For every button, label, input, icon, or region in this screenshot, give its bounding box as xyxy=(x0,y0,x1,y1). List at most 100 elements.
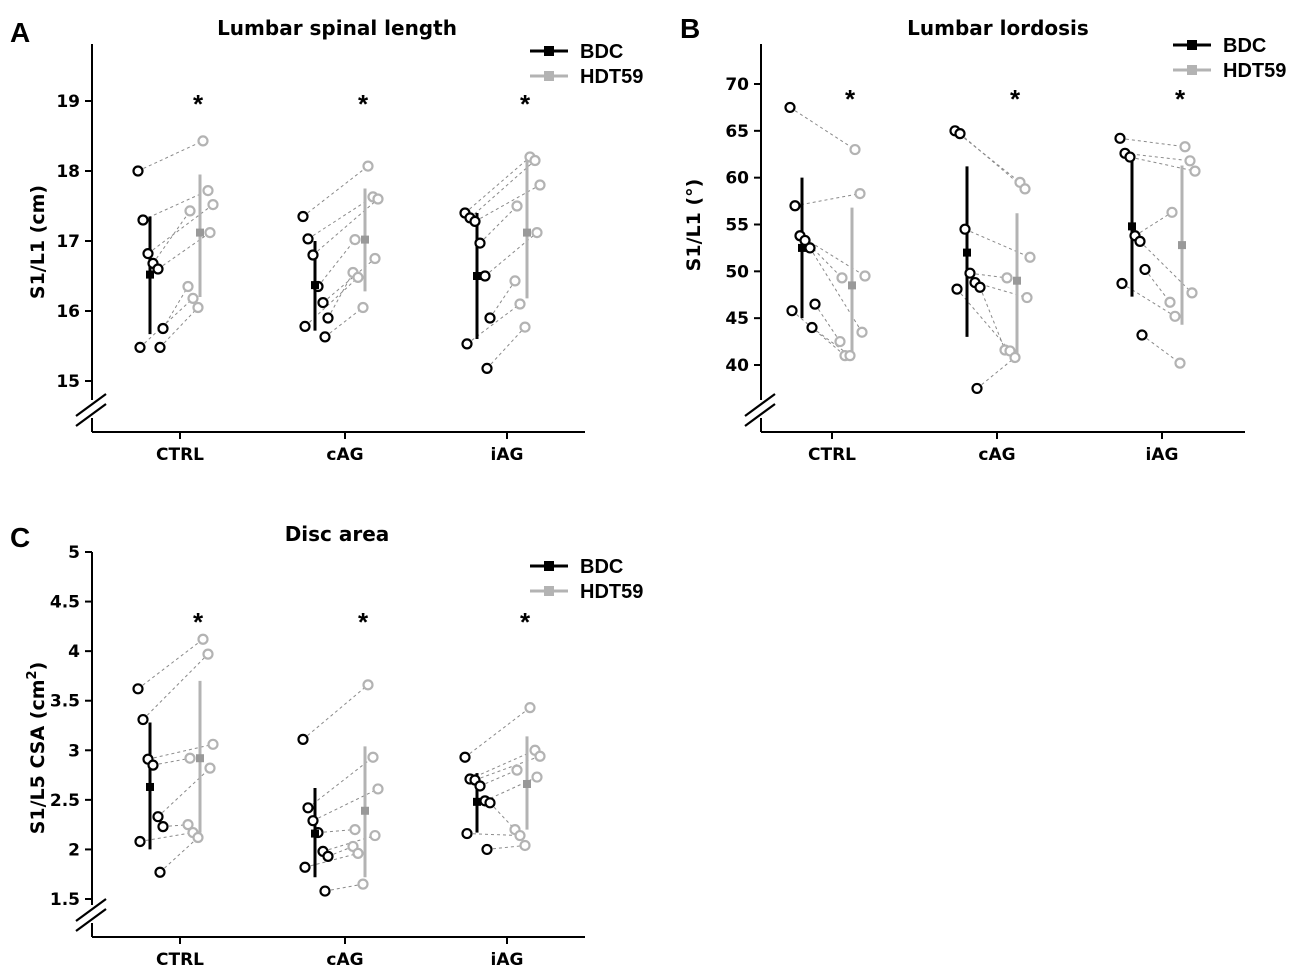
axis-break xyxy=(744,393,776,427)
bdc-point xyxy=(964,267,976,279)
significance-star: * xyxy=(520,89,531,119)
hdt-point xyxy=(184,205,196,217)
y-axis-label-text: S1/L1 (°) xyxy=(683,179,705,272)
pair-line xyxy=(469,749,536,780)
bdc-point xyxy=(147,759,159,771)
hdt-mean-marker xyxy=(1013,276,1021,285)
hdt-point xyxy=(514,829,526,842)
bdc-point xyxy=(959,223,971,235)
bdc-point xyxy=(974,281,986,293)
significance-star: * xyxy=(193,607,204,637)
group-ctrl: CTRL * xyxy=(132,607,219,969)
pair-line xyxy=(464,707,531,758)
pair-line xyxy=(147,204,214,254)
group-ctrl: CTRL * xyxy=(132,89,219,465)
hdt-point xyxy=(204,762,216,774)
pair-line xyxy=(814,303,841,342)
bdc-point xyxy=(154,866,166,878)
legend: BDC HDT59 xyxy=(530,556,643,603)
hdt-point xyxy=(531,227,543,239)
pair-line xyxy=(464,156,531,214)
hdt-point xyxy=(511,200,523,212)
pair-line xyxy=(324,307,364,338)
bdc-point xyxy=(142,248,154,260)
hdt-point xyxy=(202,648,214,660)
hdt-point xyxy=(207,738,219,750)
pair-line xyxy=(317,239,356,287)
axis-break-slash xyxy=(75,393,107,417)
y-tick-label: 65 xyxy=(725,122,749,142)
axis-break-gap xyxy=(86,905,98,923)
pair-line xyxy=(954,130,1021,183)
hdt-mean-marker xyxy=(848,281,856,290)
hdt-mean-marker xyxy=(196,228,204,237)
y-tick-label: 17 xyxy=(56,232,80,252)
hdt-point xyxy=(197,633,209,645)
y-tick-label: 60 xyxy=(725,169,749,189)
pair-line xyxy=(152,757,191,766)
pair-line xyxy=(489,280,516,319)
bdc-point xyxy=(481,362,493,374)
y-tick-label: 4.5 xyxy=(50,593,80,613)
hdt-point xyxy=(192,831,204,844)
bdc-point xyxy=(299,320,311,332)
pair-line xyxy=(307,196,374,240)
hdt-point xyxy=(352,271,364,283)
x-tick-label: cAG xyxy=(326,950,363,969)
hdt-point xyxy=(352,847,364,859)
bdc-mean-marker xyxy=(311,829,319,838)
hdt-mean-marker xyxy=(361,235,369,244)
bdc-point xyxy=(784,101,796,114)
panel-label: A xyxy=(10,17,30,48)
hdt-point xyxy=(519,321,531,333)
bdc-point xyxy=(157,322,169,335)
x-tick-label: CTRL xyxy=(156,445,204,465)
pair-line xyxy=(139,298,194,348)
axis-break-slash xyxy=(744,403,776,427)
bdc-point xyxy=(302,233,314,245)
pair-line xyxy=(307,756,374,809)
y-tick-label: 45 xyxy=(725,309,749,329)
legend-marker xyxy=(1187,40,1197,50)
hdt-point xyxy=(349,823,361,836)
bdc-point xyxy=(461,338,473,350)
hdt-point xyxy=(362,679,374,691)
hdt-point xyxy=(849,143,861,156)
bdc-point xyxy=(132,165,144,177)
legend-marker xyxy=(544,561,554,571)
bdc-point xyxy=(152,811,164,823)
pair-line xyxy=(324,883,364,892)
pair-line xyxy=(1129,156,1196,172)
bdc-point xyxy=(484,797,496,809)
hdt-point xyxy=(204,227,216,239)
hdt-point xyxy=(372,783,384,795)
hdt-point xyxy=(854,187,866,200)
bdc-mean-marker xyxy=(963,248,971,257)
group-cag: cAG * xyxy=(949,84,1036,465)
pair-line xyxy=(964,228,1031,258)
y-axis-label-text: S1/L5 CSA (cm xyxy=(27,679,49,834)
pair-line xyxy=(789,106,856,150)
panel-label: B xyxy=(680,13,700,44)
bdc-point xyxy=(302,802,314,814)
y-axis-label-superscript: 2 xyxy=(25,670,40,679)
bdc-point xyxy=(459,751,471,763)
bdc-point xyxy=(951,283,963,295)
bdc-point xyxy=(1136,329,1148,341)
axis-break xyxy=(75,898,107,932)
hdt-point xyxy=(1001,272,1013,284)
pair-line xyxy=(142,653,209,720)
x-tick-label: iAG xyxy=(491,950,524,969)
legend-label-hdt59: HDT59 xyxy=(1223,60,1286,82)
bdc-point xyxy=(954,128,966,140)
bdc-point xyxy=(307,249,319,261)
pair-line xyxy=(137,140,204,172)
pair-line xyxy=(327,845,354,857)
pair-line xyxy=(159,837,199,873)
group-cag: cAG * xyxy=(297,89,384,465)
y-tick-label: 50 xyxy=(725,262,749,282)
legend-label-hdt59: HDT59 xyxy=(580,581,643,603)
bdc-point xyxy=(319,331,331,343)
panel-title: Disc area xyxy=(285,522,390,546)
hdt-point xyxy=(531,771,543,783)
